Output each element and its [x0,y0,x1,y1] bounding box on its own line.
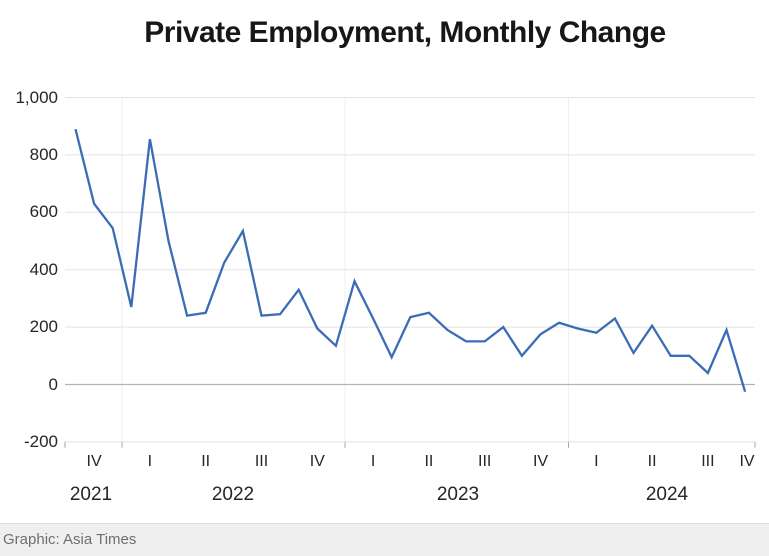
x-axis-year-label: 2023 [436,484,480,505]
x-axis-quarter-label: I [370,453,376,470]
y-axis-tick-label: 600 [29,202,58,222]
x-axis-quarter-label: II [201,453,211,470]
x-axis-quarter-label: II [424,453,434,470]
x-axis-quarter-label: IV [86,453,102,470]
y-axis-tick-label: -200 [23,431,58,451]
x-axis-quarter-label: IV [739,453,755,470]
graphic-credit: Graphic: Asia Times [3,531,137,548]
x-axis-quarter-label: I [147,453,153,470]
x-axis-quarter-label: I [594,453,599,470]
x-axis-quarter-label: II [647,453,657,470]
x-axis-quarter-label: III [701,453,715,470]
x-axis-quarter-label: III [478,453,492,470]
x-axis-year-label: 2022 [211,484,255,505]
x-axis-year-label: 2024 [645,484,689,505]
chart-title: Private Employment, Monthly Change [144,16,666,49]
y-axis-tick-label: 0 [48,374,58,394]
x-axis-quarter-label: IV [532,453,549,470]
x-axis-quarter-label: IV [309,453,325,470]
x-axis-quarter-label: III [254,453,269,470]
y-axis-tick-label: 800 [29,144,58,164]
y-axis-tick-label: 1,000 [15,87,58,107]
y-axis-tick-label: 200 [29,317,58,337]
data-line [74,128,747,393]
x-axis-year-label: 2021 [69,484,113,505]
y-axis-tick-label: 400 [29,259,58,279]
footer-bar: Graphic: Asia Times [0,523,769,556]
